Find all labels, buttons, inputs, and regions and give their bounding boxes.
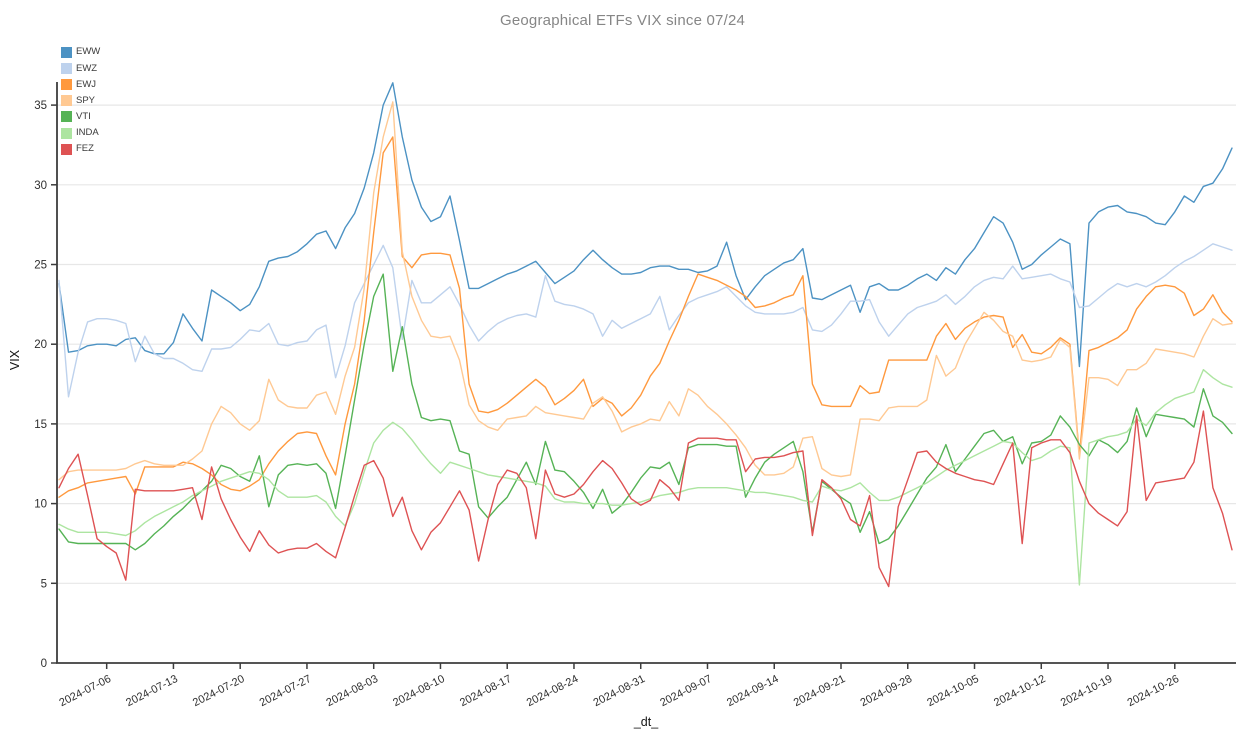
- x-tick-label: 2024-10-05: [925, 673, 981, 709]
- legend-item-eww: EWW: [61, 44, 100, 60]
- x-tick-label: 2024-08-10: [391, 673, 447, 709]
- legend-label: VTI: [76, 111, 91, 123]
- x-tick-label: 2024-09-07: [658, 673, 714, 709]
- y-tick-label: 25: [34, 260, 47, 272]
- y-tick-label: 35: [34, 100, 47, 112]
- y-tick-label: 15: [34, 419, 47, 431]
- x-tick-label: 2024-07-27: [258, 673, 314, 709]
- x-tick-label: 2024-08-31: [591, 673, 647, 709]
- legend-item-fez: FEZ: [61, 141, 100, 157]
- series-line-spy: [58, 101, 1233, 481]
- y-tick-label: 5: [41, 578, 47, 590]
- x-tick-label: 2024-08-24: [525, 673, 581, 709]
- legend-item-ewj: EWJ: [61, 76, 100, 92]
- series-line-ewj: [58, 136, 1233, 498]
- legend-label: EWZ: [76, 62, 98, 74]
- legend-swatch-vti: [61, 111, 72, 123]
- series-line-fez: [58, 410, 1233, 588]
- chart-title: Geographical ETFs VIX since 07/24: [499, 12, 746, 29]
- legend-label: EWJ: [76, 78, 97, 90]
- x-tick-label: 2024-08-17: [458, 673, 514, 709]
- x-tick-label: 2024-09-21: [792, 673, 848, 709]
- x-tick-label: 2024-08-03: [324, 673, 380, 709]
- x-tick-label: 2024-07-06: [57, 673, 113, 709]
- y-axis-title: VIX: [8, 349, 22, 371]
- y-tick-label: 0: [41, 658, 47, 670]
- x-tick-label: 2024-09-28: [859, 673, 915, 709]
- x-tick-label: 2024-07-13: [124, 673, 180, 709]
- legend-swatch-inda: [61, 127, 72, 139]
- x-tick-label: 2024-10-26: [1126, 673, 1182, 709]
- y-tick-label: 30: [34, 180, 47, 192]
- x-tick-label: 2024-10-19: [1059, 673, 1115, 709]
- series-line-vti: [58, 273, 1233, 551]
- legend-swatch-ewz: [61, 62, 72, 74]
- series-line-inda: [58, 369, 1233, 586]
- legend-swatch-ewj: [61, 78, 72, 90]
- legend-swatch-eww: [61, 46, 72, 58]
- y-tick-label: 20: [34, 339, 47, 351]
- series-line-ewz: [58, 243, 1233, 398]
- x-tick-label: 2024-09-14: [725, 673, 781, 709]
- legend-item-vti: VTI: [61, 109, 100, 125]
- legend-swatch-fez: [61, 143, 72, 155]
- legend-label: INDA: [76, 127, 99, 139]
- legend-label: FEZ: [76, 143, 94, 155]
- legend-label: EWW: [76, 46, 101, 58]
- legend-item-inda: INDA: [61, 125, 100, 141]
- legend-swatch-spy: [61, 95, 72, 107]
- x-tick-label: 2024-10-12: [992, 673, 1048, 709]
- y-tick-label: 10: [34, 499, 47, 511]
- x-axis-title: _dt_: [633, 715, 659, 729]
- legend-label: SPY: [76, 94, 96, 106]
- series-line-eww: [58, 82, 1233, 368]
- legend-item-ewz: EWZ: [61, 60, 100, 76]
- x-tick-label: 2024-07-20: [191, 673, 247, 709]
- legend-item-spy: SPY: [61, 93, 100, 109]
- legend: EWW EWZ EWJ SPY VTI INDA FEZ: [61, 44, 100, 157]
